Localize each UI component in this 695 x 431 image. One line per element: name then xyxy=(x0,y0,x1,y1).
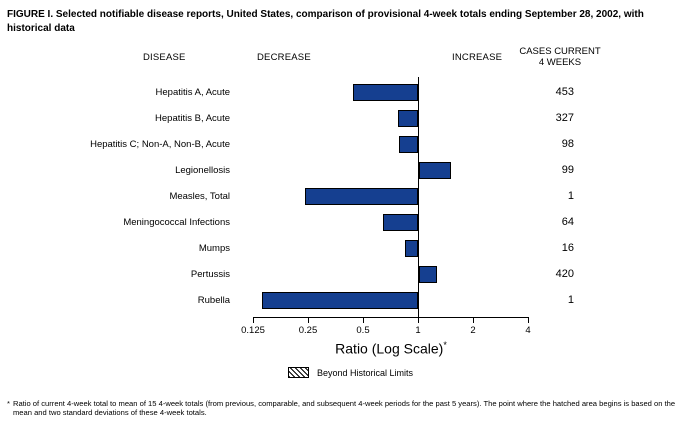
ratio-bar xyxy=(305,188,418,205)
disease-label: Measles, Total xyxy=(169,191,230,202)
column-header-cases-line1: CASES CURRENT xyxy=(519,46,601,57)
ratio-bar xyxy=(405,240,418,257)
footnote: * Ratio of current 4-week total to mean … xyxy=(7,399,691,418)
ratio-bar xyxy=(399,136,418,153)
x-axis-tick-label: 2 xyxy=(470,325,476,336)
disease-label: Meningococcal Infections xyxy=(123,217,230,228)
disease-label: Hepatitis A, Acute xyxy=(155,87,230,98)
x-axis-tick xyxy=(528,317,529,323)
x-axis-tick xyxy=(253,317,254,323)
column-header-disease: DISEASE xyxy=(143,52,186,63)
hatched-pattern-swatch xyxy=(288,367,309,378)
figure-title: FIGURE I. Selected notifiable disease re… xyxy=(7,9,644,34)
cases-value: 1 xyxy=(567,294,574,306)
x-axis-tick xyxy=(363,317,364,323)
ratio-bar xyxy=(419,162,451,179)
disease-label: Pertussis xyxy=(190,269,230,280)
legend-label: Beyond Historical Limits xyxy=(317,368,414,378)
column-header-decrease: DECREASE xyxy=(257,52,311,63)
ratio-bar xyxy=(353,84,418,101)
disease-label: Mumps xyxy=(198,243,230,254)
ratio-bar xyxy=(262,292,418,309)
disease-label: Legionellosis xyxy=(175,165,230,176)
x-axis-tick-label: 0.5 xyxy=(356,325,370,336)
cases-value: 16 xyxy=(561,242,574,254)
cases-value: 99 xyxy=(561,164,574,176)
cases-value: 98 xyxy=(561,138,574,150)
ratio-bar xyxy=(383,214,418,231)
baseline-axis-line xyxy=(418,77,419,318)
cases-value: 327 xyxy=(555,112,574,124)
column-header-cases: CASES CURRENT 4 WEEKS xyxy=(508,46,612,69)
x-axis-tick xyxy=(473,317,474,323)
ratio-bar xyxy=(398,110,418,127)
x-axis-tick-label: 1 xyxy=(415,325,421,336)
column-header-increase: INCREASE xyxy=(452,52,503,63)
x-axis-line xyxy=(253,317,529,318)
x-axis-title: Ratio (Log Scale)* xyxy=(253,340,529,357)
x-axis-tick xyxy=(418,317,419,323)
cases-value: 453 xyxy=(555,86,574,98)
cases-value: 420 xyxy=(555,268,574,280)
cases-value: 1 xyxy=(567,190,574,202)
disease-label: Hepatitis C; Non-A, Non-B, Acute xyxy=(90,139,230,150)
disease-label: Hepatitis B, Acute xyxy=(155,113,230,124)
column-header-cases-line2: 4 WEEKS xyxy=(538,56,582,68)
footnote-marker: * xyxy=(7,399,10,408)
disease-label: Rubella xyxy=(197,295,230,306)
x-axis-tick-label: 0.125 xyxy=(241,325,265,336)
x-axis-title-footnote-marker: * xyxy=(443,340,447,350)
cases-value: 64 xyxy=(561,216,574,228)
x-axis-tick-label: 4 xyxy=(525,325,531,336)
footnote-text: Ratio of current 4-week total to mean of… xyxy=(12,399,676,418)
x-axis-title-text: Ratio (Log Scale) xyxy=(335,340,444,357)
x-axis-tick xyxy=(308,317,309,323)
x-axis-tick-label: 0.25 xyxy=(298,325,318,336)
ratio-bar xyxy=(419,266,437,283)
